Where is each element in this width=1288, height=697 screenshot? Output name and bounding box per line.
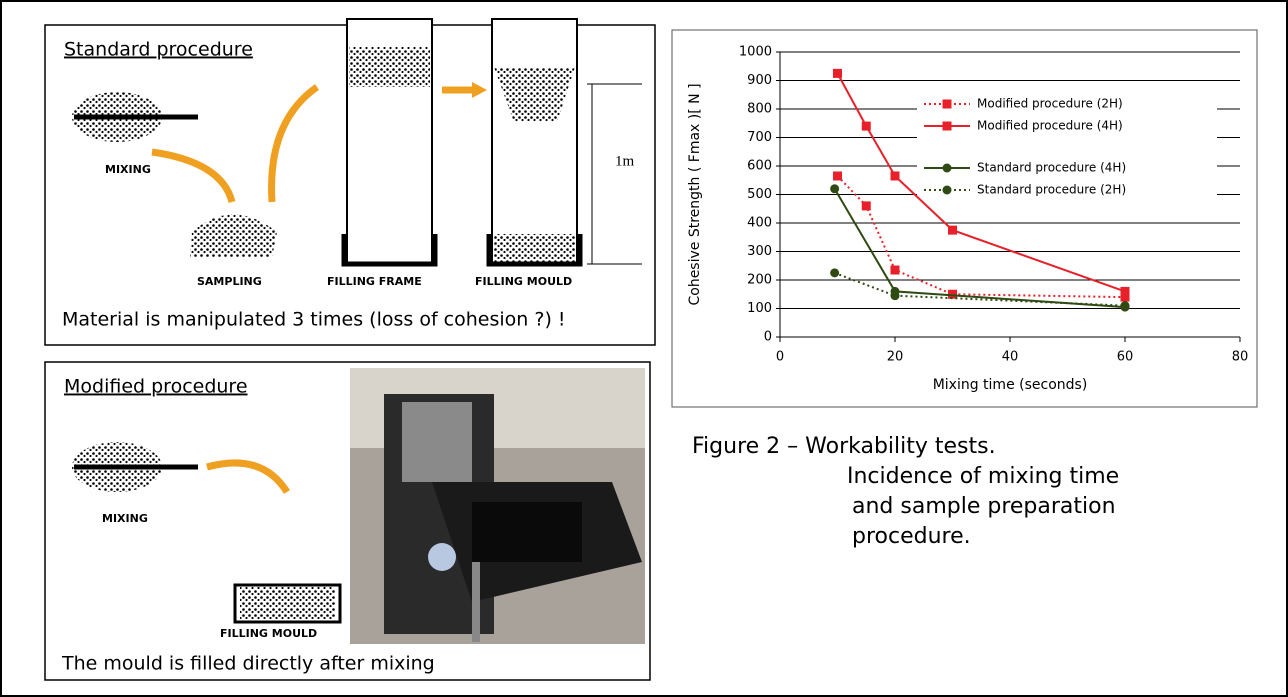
legend-label: Standard procedure (2H): [977, 183, 1126, 197]
point: [890, 265, 900, 275]
y-tick-label: 300: [747, 244, 772, 259]
y-tick-label: 100: [747, 301, 772, 316]
caption-line: procedure.: [852, 524, 971, 549]
legend-marker: [942, 99, 952, 109]
y-tick-label: 600: [747, 159, 772, 174]
y-tick-label: 800: [747, 102, 772, 117]
legend-label: Modified procedure (4H): [977, 119, 1123, 133]
point: [1120, 301, 1130, 311]
panel-note: The mould is filled directly after mixin…: [61, 653, 435, 675]
point: [833, 68, 842, 78]
x-axis-label: Mixing time (seconds): [933, 377, 1088, 393]
label: 1m: [615, 153, 635, 169]
y-axis-label: Cohesive Strength ( Fmax )[ N ]: [687, 83, 703, 305]
point: [861, 121, 871, 131]
modified-panel: Modified procedure MIXING FILLING MOULD …: [44, 361, 651, 681]
x-tick-label: 0: [776, 350, 784, 365]
photo: [350, 368, 645, 644]
point: [890, 291, 900, 301]
point: [948, 289, 957, 299]
x-tick-label: 20: [887, 350, 904, 365]
legend-label: Modified procedure (2H): [977, 97, 1123, 111]
point: [1120, 292, 1130, 302]
pile: [190, 214, 277, 257]
legend-label: Standard procedure (4H): [977, 161, 1126, 175]
point: [833, 171, 842, 181]
point: [830, 268, 840, 278]
caption-line: and sample preparation: [852, 494, 1116, 519]
label: MIXING: [105, 163, 151, 176]
y-tick-label: 900: [747, 73, 772, 88]
x-tick-label: 60: [1117, 350, 1134, 365]
material: [240, 587, 335, 619]
y-tick-label: 1000: [739, 45, 772, 60]
arrow: [268, 84, 320, 203]
label: FILLING FRAME: [327, 275, 422, 288]
mould: [486, 234, 583, 267]
point: [890, 171, 900, 181]
standard-panel: Standard procedure MIXING SAMPLING FILLI…: [44, 18, 656, 346]
legend-marker: [942, 163, 952, 173]
caption-line: Incidence of mixing time: [847, 464, 1119, 489]
y-tick-label: 700: [747, 130, 772, 145]
legend-marker: [942, 185, 952, 195]
material: [494, 234, 575, 262]
y-tick-label: 400: [747, 216, 772, 231]
chart: 0 100 200 300 400 500 600 700 800 900 1000 0 20 40 60 8…: [687, 45, 1248, 394]
y-tick-label: 500: [747, 187, 772, 202]
arrow: [206, 459, 290, 494]
caption-line: Figure 2 – Workability tests.: [692, 434, 996, 459]
label: FILLING MOULD: [220, 627, 317, 640]
legend-box: [917, 92, 1217, 202]
point: [830, 184, 840, 194]
point: [861, 201, 871, 211]
x-tick-label: 40: [1002, 350, 1019, 365]
series-line: [834, 271, 1126, 307]
y-tick-label: 200: [747, 273, 772, 288]
arrow: [151, 148, 236, 204]
panel-title: Modified procedure: [64, 376, 248, 398]
label: MIXING: [102, 512, 148, 525]
y-tick-label: 0: [764, 330, 772, 345]
arrow-head: [472, 82, 487, 98]
x-tick-label: 80: [1232, 350, 1249, 365]
frame: [491, 18, 578, 265]
mould: [233, 583, 342, 624]
panel-note: Material is manipulated 3 times (loss of…: [62, 309, 566, 331]
material: [494, 67, 575, 122]
legend-marker: [942, 121, 952, 131]
panel-title: Standard procedure: [64, 39, 253, 61]
material: [349, 47, 430, 87]
mould: [341, 234, 438, 267]
label: FILLING MOULD: [475, 275, 572, 288]
label: SAMPLING: [197, 275, 262, 288]
point: [1120, 286, 1130, 296]
point: [948, 225, 957, 235]
